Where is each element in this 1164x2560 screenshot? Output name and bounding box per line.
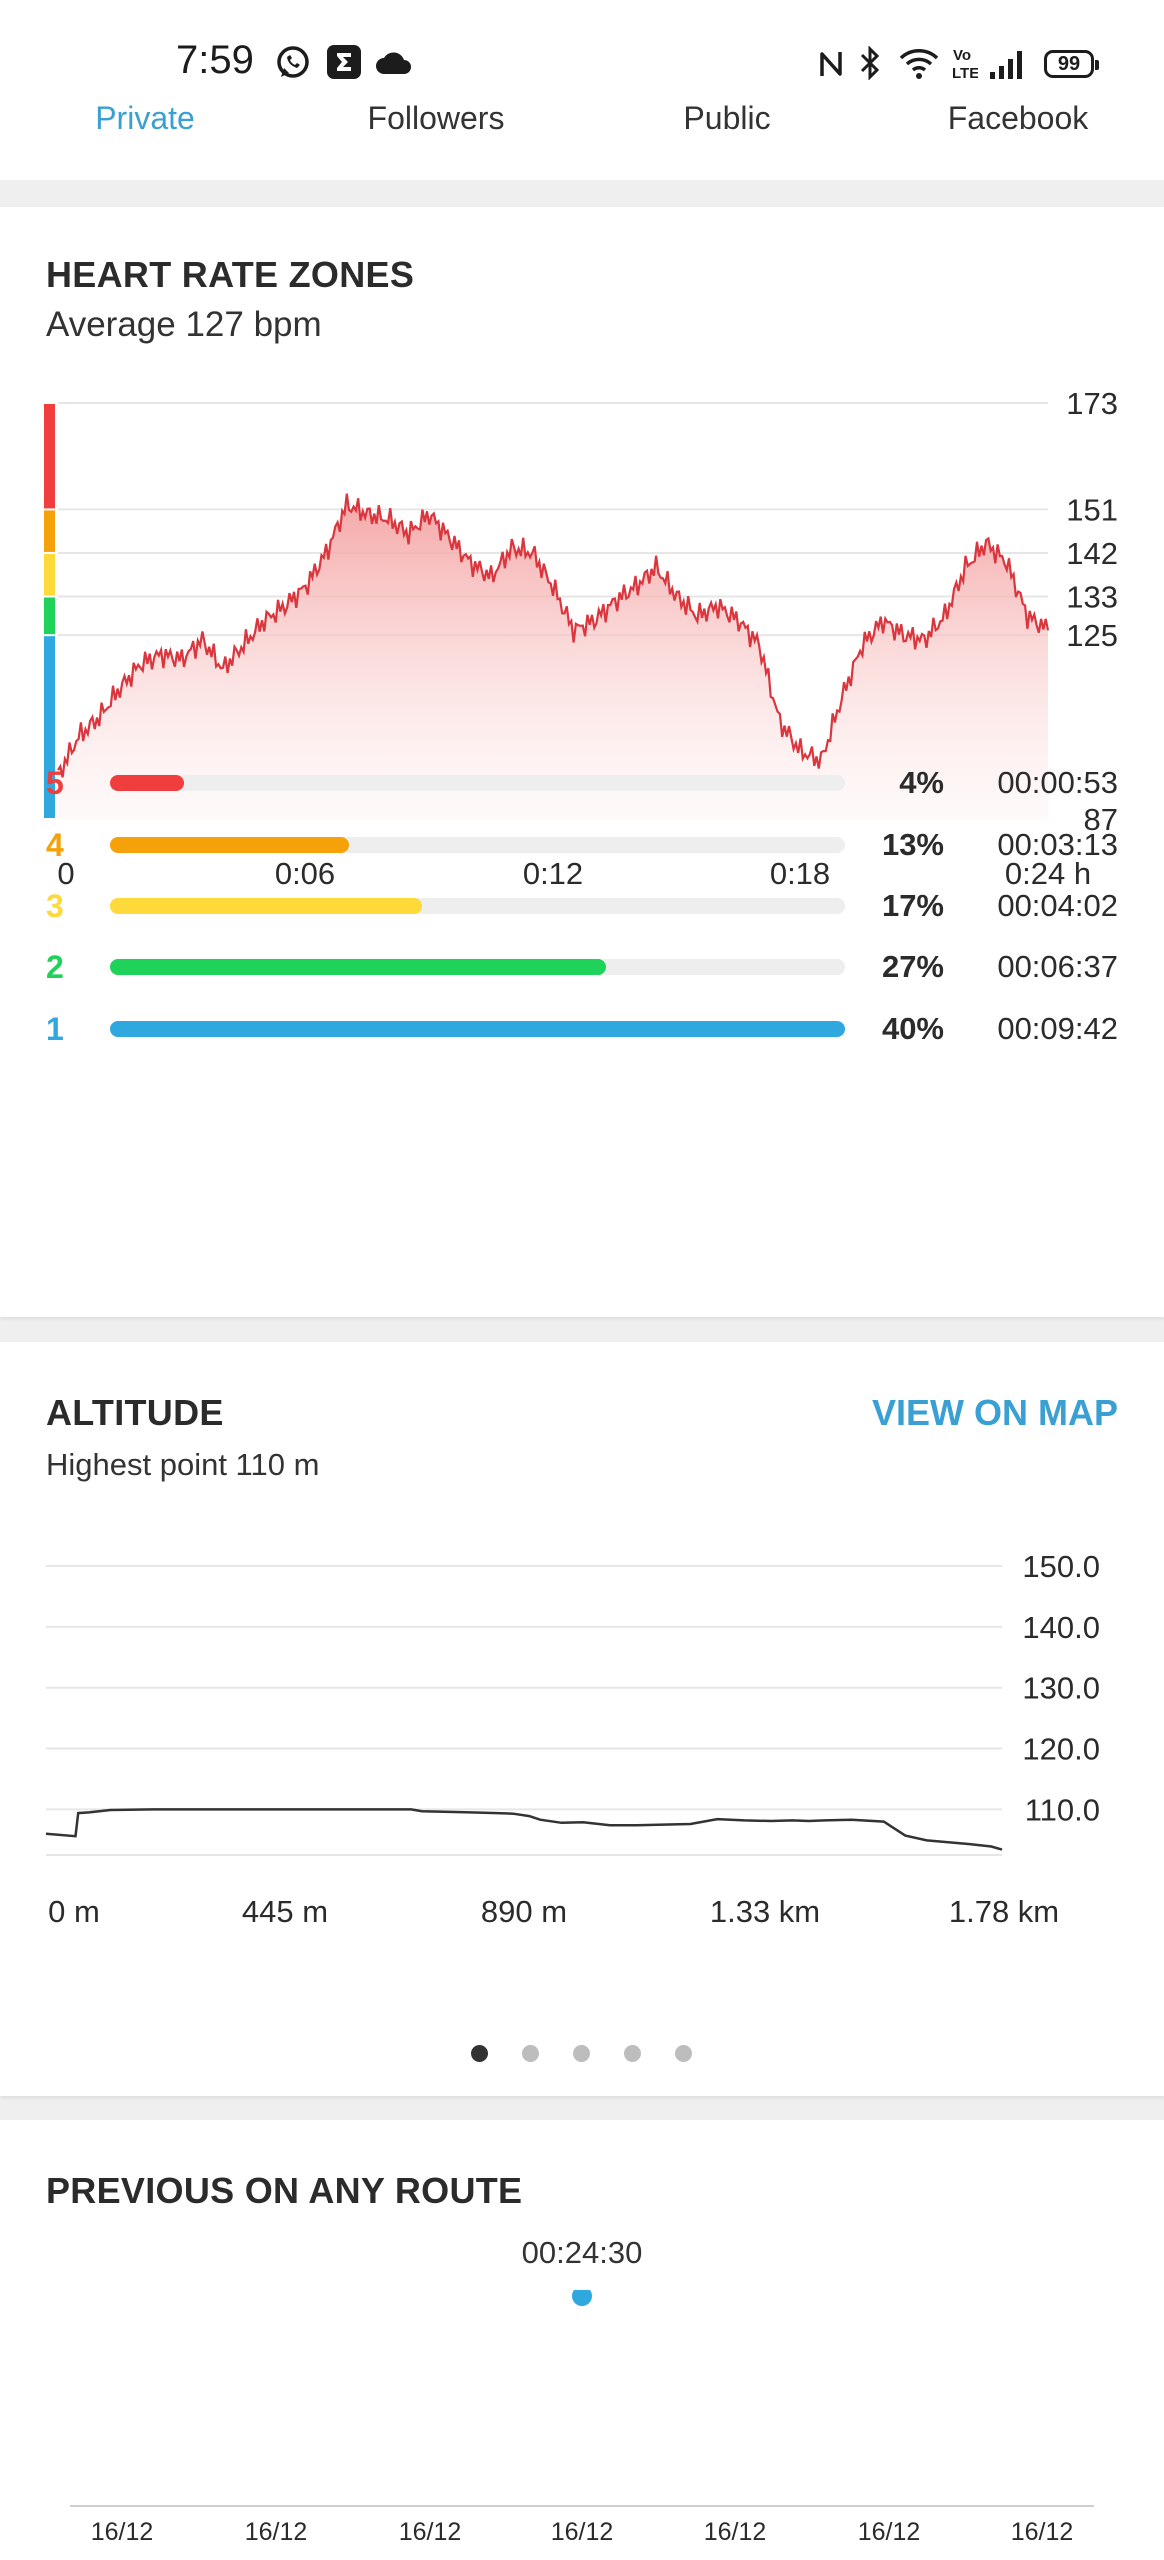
zone-percent: 13%	[881, 827, 944, 862]
hr-area	[58, 493, 1048, 819]
alt-y-tick-label: 110.0	[1025, 1792, 1100, 1827]
alt-y-tick-label: 120.0	[1022, 1732, 1100, 1767]
page-dot[interactable]	[675, 2045, 692, 2062]
alt-y-tick-label: 150.0	[1022, 1549, 1100, 1584]
hr-x-tick-label: 0:06	[275, 856, 335, 891]
altitude-chart: 110.0 120.0 130.0 140.0 150.0 0 m 445 m 890 m 1.…	[45, 1549, 1100, 1929]
zone-duration: 00:06:37	[997, 949, 1118, 984]
zone-number: 5	[46, 765, 64, 801]
zone-duration: 00:09:42	[997, 1011, 1118, 1046]
heart-rate-card: HEART RATE ZONES Average 127 bpm 87 125 13…	[0, 207, 1164, 1317]
hr-y-tick-label: 173	[1066, 386, 1118, 421]
alt-y-tick-label: 130.0	[1022, 1671, 1100, 1706]
signal-icon	[990, 51, 1022, 79]
alt-x-tick-label: 445 m	[242, 1894, 328, 1929]
previous-route-x-label: 16/12	[1011, 2518, 1074, 2546]
zone-percent: 4%	[899, 765, 944, 800]
hr-zone-band	[44, 636, 55, 818]
page-dot[interactable]	[471, 2045, 488, 2062]
previous-route-x-label: 16/12	[91, 2518, 154, 2546]
cloud-icon	[376, 52, 411, 74]
tab-followers[interactable]: Followers	[367, 100, 505, 136]
zone-bar-track	[110, 898, 845, 914]
alt-x-tick-label: 1.33 km	[710, 1894, 820, 1929]
zone-duration: 00:00:53	[997, 765, 1118, 800]
whatsapp-icon	[277, 46, 309, 78]
zone-bar-track	[110, 1021, 845, 1037]
previous-route-x-label: 16/12	[858, 2518, 921, 2546]
previous-route-title: PREVIOUS ON ANY ROUTE	[46, 2170, 523, 2211]
hr-y-tick-label: 151	[1066, 492, 1118, 527]
zone-duration: 00:03:13	[997, 827, 1118, 862]
tab-facebook[interactable]: Facebook	[947, 100, 1089, 136]
altitude-highest-point: Highest point 110 m	[46, 1447, 320, 1482]
wifi-icon	[899, 49, 939, 79]
hr-y-tick-label: 133	[1066, 579, 1118, 614]
view-on-map-button[interactable]: VIEW ON MAP	[871, 1392, 1118, 1433]
alt-x-tick-label: 1.78 km	[949, 1894, 1059, 1929]
previous-route-value: 00:24:30	[521, 2235, 643, 2270]
previous-route-point	[572, 2290, 592, 2306]
volte-icon: Vo LTE	[952, 47, 978, 82]
hr-zone-band	[44, 404, 55, 509]
hr-x-tick-label: 0:12	[523, 856, 583, 891]
hr-zone-band	[44, 553, 55, 596]
nfc-icon	[820, 52, 842, 76]
zone-bar-fill	[110, 837, 349, 853]
previous-route-x-label: 16/12	[704, 2518, 767, 2546]
previous-route-card: PREVIOUS ON ANY ROUTE 00:24:30 16/12 16/1…	[0, 2120, 1164, 2560]
zone-bar-track	[110, 837, 845, 853]
hr-zone-band	[44, 597, 55, 635]
hr-x-tick-label: 0:24 h	[1005, 856, 1091, 891]
zone-bar-track	[110, 775, 845, 791]
status-time: 7:59	[176, 38, 254, 82]
previous-route-x-label: 16/12	[399, 2518, 462, 2546]
hr-x-tick-label: 0	[57, 856, 74, 891]
altitude-card: ALTITUDE VIEW ON MAP Highest point 110 m…	[0, 1342, 1164, 2096]
zone-bar-fill	[110, 959, 607, 975]
hr-line	[57, 493, 1050, 778]
sigma-app-icon	[327, 45, 361, 79]
hr-y-tick-label: 142	[1066, 536, 1118, 571]
zone-number: 4	[46, 827, 64, 863]
alt-y-tick-label: 140.0	[1022, 1610, 1100, 1645]
svg-text:Vo: Vo	[953, 47, 971, 64]
previous-route-x-label: 16/12	[551, 2518, 614, 2546]
share-tabs: Private Followers Public Facebook	[0, 100, 1164, 180]
tab-public[interactable]: Public	[683, 100, 771, 136]
zone-percent: 40%	[881, 1011, 944, 1046]
previous-route-x-label: 16/12	[245, 2518, 308, 2546]
page-dot[interactable]	[573, 2045, 590, 2062]
battery-icon: 99	[1044, 50, 1099, 78]
zone-percent: 27%	[881, 949, 944, 984]
zone-number: 2	[46, 949, 64, 985]
heart-rate-title: HEART RATE ZONES	[46, 254, 415, 295]
heart-rate-average: Average 127 bpm	[46, 305, 322, 344]
status-bar: 7:59 Vo LTE 99	[0, 0, 1164, 100]
alt-line	[45, 1808, 1003, 1851]
hr-y-tick-label: 87	[1084, 802, 1118, 837]
page-dot[interactable]	[522, 2045, 539, 2062]
alt-x-tick-label: 0 m	[48, 1894, 100, 1929]
zone-percent: 17%	[881, 888, 944, 923]
previous-route-chart: 16/12 16/12 16/12 16/12 16/12 16/12 16/12	[70, 2290, 1094, 2546]
zone-bar-fill	[110, 1021, 845, 1037]
zone-number: 1	[46, 1011, 64, 1047]
alt-x-tick-label: 890 m	[481, 1894, 567, 1929]
zone-duration: 00:04:02	[997, 888, 1118, 923]
bluetooth-icon	[860, 46, 880, 80]
altitude-title: ALTITUDE	[46, 1392, 224, 1433]
page-dot[interactable]	[624, 2045, 641, 2062]
heart-rate-chart: 87 125 133 142 151 173 0 0:06 0:12 0:18 0:24 h	[44, 386, 1118, 891]
zone-bar-track	[110, 959, 845, 975]
hr-x-tick-label: 0:18	[770, 856, 830, 891]
hr-zone-band	[44, 510, 55, 552]
tab-private[interactable]: Private	[95, 100, 195, 136]
svg-text:LTE: LTE	[952, 65, 978, 82]
hr-y-tick-label: 125	[1066, 618, 1118, 653]
zone-bar-fill	[110, 898, 423, 914]
zone-number: 3	[46, 888, 64, 924]
zone-bar-fill	[110, 775, 184, 791]
